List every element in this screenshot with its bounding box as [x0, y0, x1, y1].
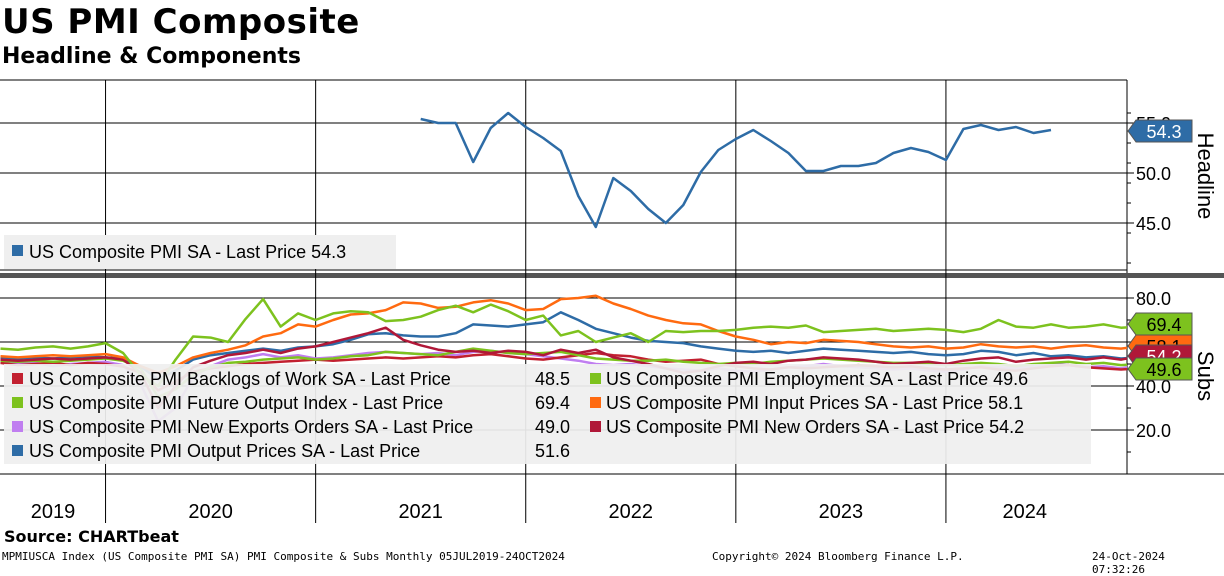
headline-legend-swatch: [12, 245, 23, 256]
series-line-headline: [420, 111, 1052, 229]
legend-value: 69.4: [535, 393, 570, 413]
x-tick-label: 2023: [819, 501, 864, 523]
legend-swatch-new-orders: [590, 421, 601, 432]
x-tick-label: 2019: [31, 501, 76, 523]
series-line-future-output: [0, 297, 1127, 388]
legend-label: US Composite PMI Employment SA - Last Pr…: [606, 369, 1028, 389]
headline-tick-label: 50.0: [1136, 164, 1171, 184]
legend-swatch-new-exports: [12, 421, 23, 432]
legend-value: 51.6: [535, 441, 570, 461]
legend-label: US Composite PMI Backlogs of Work SA - L…: [29, 369, 451, 389]
legend-swatch-input-prices: [590, 397, 601, 408]
chart-subtitle: Headline & Components: [2, 44, 301, 69]
legend-swatch-future-output: [12, 397, 23, 408]
x-tick-label: 2024: [1002, 501, 1047, 523]
source-label: Source: CHARTbeat: [4, 527, 179, 546]
legend-swatch-employment: [590, 373, 601, 384]
legend-swatch-output-prices: [12, 445, 23, 456]
subs-axis-title: Subs: [1193, 351, 1218, 401]
subs-tick-label: 80.0: [1136, 289, 1171, 309]
last-tag-future-output-bg: [1127, 312, 1193, 336]
legend-label: US Composite PMI Input Prices SA - Last …: [606, 393, 1023, 413]
legend-label: US Composite PMI Output Prices SA - Last…: [29, 441, 420, 461]
last-tag-employment-bg: [1127, 357, 1193, 381]
ticker-info: MPMIUSCA Index (US Composite PMI SA) PMI…: [2, 550, 565, 563]
subs-tick-label: 20.0: [1136, 421, 1171, 441]
headline-axis-title: Headline: [1193, 133, 1218, 220]
x-tick-label: 2022: [609, 501, 654, 523]
subs-legend-bg: [4, 364, 1091, 464]
legend-label: US Composite PMI New Orders SA - Last Pr…: [606, 417, 1024, 437]
x-tick-label: 2021: [398, 501, 443, 523]
headline-tick-label: 45.0: [1136, 214, 1171, 234]
headline-legend-label: US Composite PMI SA - Last Price 54.3: [29, 242, 346, 262]
x-tick-label: 2020: [188, 501, 233, 523]
chart-title: US PMI Composite: [2, 2, 360, 42]
timestamp: 24-Oct-2024 07:32:26: [1092, 550, 1165, 576]
headline-legend-bg: [4, 235, 396, 269]
legend-value: 49.0: [535, 417, 570, 437]
legend-label: US Composite PMI New Exports Orders SA -…: [29, 417, 473, 437]
series-line-input-prices: [0, 294, 1127, 375]
legend-value: 48.5: [535, 369, 570, 389]
subs-tick-label: 40.0: [1136, 377, 1171, 397]
series-line-output-prices: [0, 311, 1127, 381]
last-tag-future-output-label: 69.4: [1146, 315, 1181, 335]
copyright-notice: Copyright© 2024 Bloomberg Finance L.P.: [712, 550, 964, 563]
legend-label: US Composite PMI Future Output Index - L…: [29, 393, 443, 413]
pane-divider: [0, 273, 1224, 278]
legend-swatch-backlogs: [12, 373, 23, 384]
headline-last-tag-bg: [1127, 119, 1193, 143]
headline-last-tag-label: 54.3: [1146, 122, 1181, 142]
last-tag-employment-label: 49.6: [1146, 360, 1181, 380]
